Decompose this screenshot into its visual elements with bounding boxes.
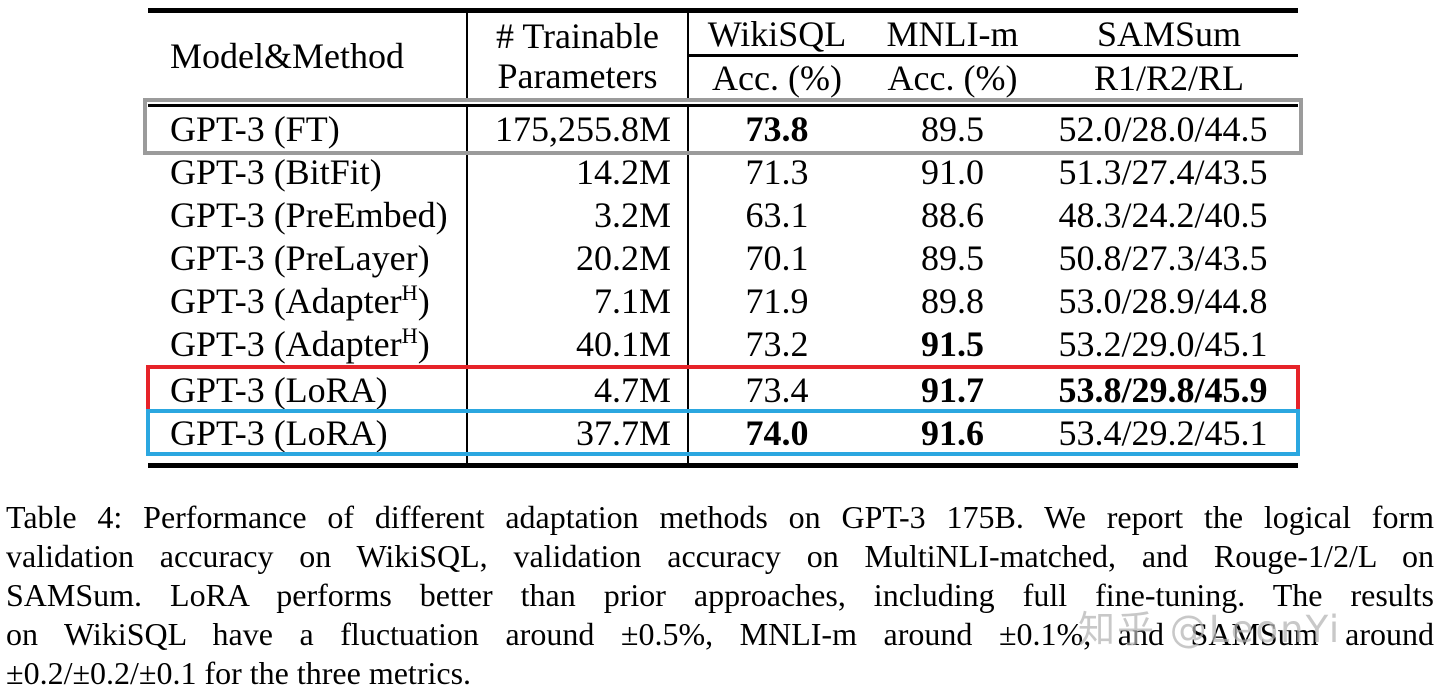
cell-wikisql: 71.3 xyxy=(745,151,809,192)
header-model-method: Model&Method xyxy=(148,10,468,107)
header-trainable-line2: Parameters xyxy=(497,55,658,96)
cell-wikisql: 73.8 xyxy=(745,108,809,149)
cell-model: GPT-3 (PreEmbed) xyxy=(148,193,468,236)
cell-samsum: 53.2/29.0/45.1 xyxy=(1058,323,1268,364)
table-caption: Table 4: Performance of different adapta… xyxy=(0,498,1440,693)
cell-model: GPT-3 (PreLayer) xyxy=(148,236,468,279)
cell-model: GPT-3 (AdapterH) xyxy=(148,322,468,367)
header-trainable-line1: # Trainable xyxy=(495,15,659,56)
cell-mnli: 89.8 xyxy=(921,280,984,321)
cell-samsum: 53.8/29.8/45.9 xyxy=(1040,365,1298,411)
cell-model: GPT-3 (LoRA) xyxy=(148,365,468,411)
caption-line: ±0.2/±0.2/±0.1 for the three metrics. xyxy=(6,655,472,691)
subheader-samsum-rouge: R1/R2/RL xyxy=(1040,55,1298,107)
cell-mnli: 91.7 xyxy=(865,365,1040,411)
cell-samsum: 52.0/28.0/44.5 xyxy=(1058,108,1268,149)
cell-samsum: 48.3/24.2/40.5 xyxy=(1058,194,1268,235)
cell-params: 40.1M xyxy=(467,322,689,367)
cell-samsum: 53.4/29.2/45.1 xyxy=(1058,412,1268,453)
caption-line: SAMSum. LoRA performs better than prior … xyxy=(6,577,1434,613)
cell-model: GPT-3 (AdapterH) xyxy=(148,279,468,322)
cell-samsum: 53.0/28.9/44.8 xyxy=(1058,280,1268,321)
cell-mnli: 89.5 xyxy=(921,237,984,278)
results-table: Model&Method # Trainable Parameters Wiki… xyxy=(143,8,1303,468)
table-row-lora-small: GPT-3 (LoRA) 4.7M 73.4 91.7 53.8/29.8/45… xyxy=(146,364,1300,413)
caption-line: validation accuracy on WikiSQL, validati… xyxy=(6,538,1434,574)
table-row-prelayer: GPT-3 (PreLayer) 20.2M 70.1 89.5 50.8/27… xyxy=(148,236,1298,279)
header-row-sub: Acc. (%) Acc. (%) R1/R2/RL xyxy=(148,55,1298,107)
cell-mnli: 91.0 xyxy=(921,151,984,192)
cell-params: 14.2M xyxy=(467,150,689,193)
cell-model: GPT-3 (LoRA) xyxy=(148,411,468,454)
cell-params: 37.7M xyxy=(467,411,689,454)
adapter-superscript: H xyxy=(401,322,418,348)
cell-mnli: 91.5 xyxy=(921,323,984,364)
cell-params: 7.1M xyxy=(467,279,689,322)
table-row-ft: GPT-3 (FT) 175,255.8M 73.8 89.5 52.0/28.… xyxy=(143,97,1303,155)
zhihu-watermark: 知乎 @LeonYi xyxy=(1078,608,1342,651)
subheader-mnli-acc: Acc. (%) xyxy=(865,55,1040,107)
table-row-adapter-small: GPT-3 (AdapterH) 7.1M 71.9 89.8 53.0/28.… xyxy=(148,279,1298,322)
cell-model: GPT-3 (FT) xyxy=(148,102,468,150)
cell-wikisql: 71.9 xyxy=(745,280,809,321)
cell-params: 3.2M xyxy=(467,193,689,236)
cell-wikisql: 73.4 xyxy=(688,365,865,411)
table-bottom-spacer xyxy=(148,454,1298,466)
table-row-preembed: GPT-3 (PreEmbed) 3.2M 63.1 88.6 48.3/24.… xyxy=(148,193,1298,236)
cell-samsum: 50.8/27.3/43.5 xyxy=(1058,237,1268,278)
cell-mnli: 89.5 xyxy=(921,108,984,149)
cell-mnli: 91.6 xyxy=(921,412,984,453)
header-mnli-m: MNLI-m xyxy=(865,10,1040,57)
table-row-lora-large: GPT-3 (LoRA) 37.7M 74.0 91.6 53.4/29.2/4… xyxy=(146,409,1300,456)
table-row-bitfit: GPT-3 (BitFit) 14.2M 71.3 91.0 51.3/27.4… xyxy=(148,150,1298,193)
header-samsum: SAMSum xyxy=(1040,10,1298,57)
cell-params: 4.7M xyxy=(467,365,689,411)
caption-line: Table 4: Performance of different adapta… xyxy=(6,499,1434,535)
adapter-superscript: H xyxy=(401,279,418,305)
cell-params: 20.2M xyxy=(467,236,689,279)
cell-params: 175,255.8M xyxy=(467,102,689,150)
caption-line: on WikiSQL have a fluctuation around ±0.… xyxy=(6,616,1434,652)
table-row-adapter-large: GPT-3 (AdapterH) 40.1M 73.2 91.5 53.2/29… xyxy=(148,322,1298,367)
cell-mnli: 88.6 xyxy=(921,194,984,235)
subheader-wikisql-acc: Acc. (%) xyxy=(688,55,865,107)
header-wikisql: WikiSQL xyxy=(688,10,865,57)
cell-wikisql: 63.1 xyxy=(745,194,809,235)
cell-wikisql: 74.0 xyxy=(745,412,809,453)
cell-wikisql: 70.1 xyxy=(745,237,809,278)
header-row-top: Model&Method # Trainable Parameters Wiki… xyxy=(148,10,1298,107)
cell-model: GPT-3 (BitFit) xyxy=(148,150,468,193)
header-trainable-parameters: # Trainable Parameters xyxy=(467,10,689,107)
cell-samsum: 51.3/27.4/43.5 xyxy=(1058,151,1268,192)
cell-wikisql: 73.2 xyxy=(745,323,809,364)
